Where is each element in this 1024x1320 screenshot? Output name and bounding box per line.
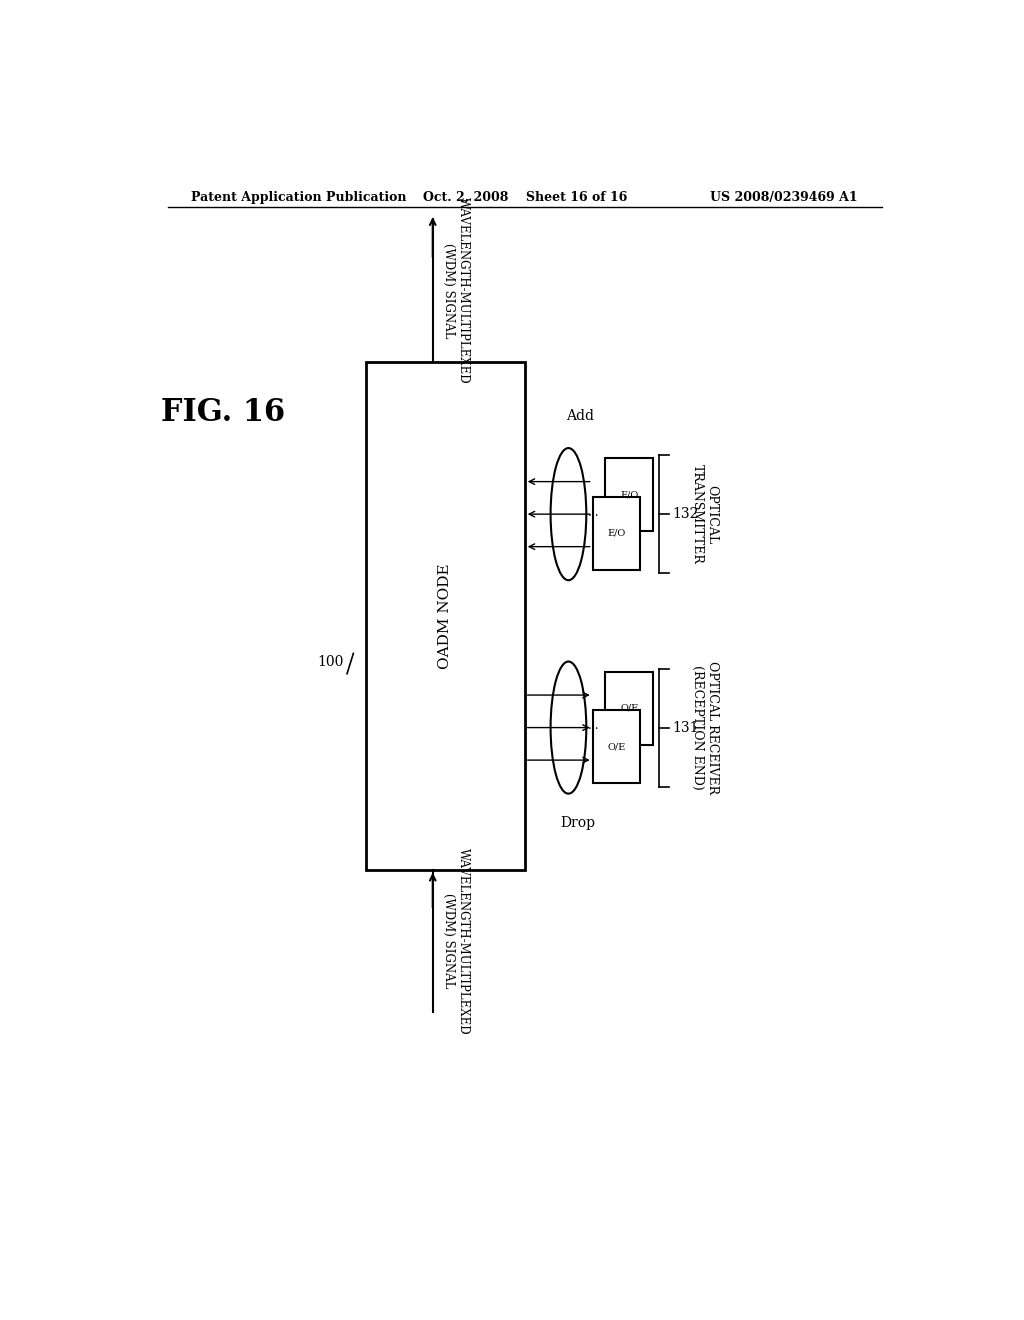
Text: ...: ... — [588, 719, 599, 733]
Text: ...: ... — [588, 506, 599, 519]
Text: 131: 131 — [673, 721, 699, 735]
Text: WAVELENGTH-MULTIPLEXED
(WDM) SIGNAL: WAVELENGTH-MULTIPLEXED (WDM) SIGNAL — [442, 847, 470, 1035]
Bar — [593, 710, 640, 784]
Bar — [367, 362, 524, 870]
Ellipse shape — [551, 447, 587, 581]
Text: E/O: E/O — [621, 490, 638, 499]
Text: FIG. 16: FIG. 16 — [161, 397, 286, 428]
Text: OPTICAL RECEIVER
(RECEPTION END): OPTICAL RECEIVER (RECEPTION END) — [690, 661, 719, 795]
Bar — [605, 458, 653, 532]
Text: WAVELENGTH-MULTIPLEXED
(WDM) SIGNAL: WAVELENGTH-MULTIPLEXED (WDM) SIGNAL — [442, 197, 470, 384]
Text: US 2008/0239469 A1: US 2008/0239469 A1 — [711, 190, 858, 203]
Text: OADM NODE: OADM NODE — [438, 562, 453, 669]
Bar — [593, 496, 640, 570]
Text: OPTICAL
TRANSMITTER: OPTICAL TRANSMITTER — [690, 465, 719, 564]
Bar — [605, 672, 653, 744]
Text: Add: Add — [566, 409, 594, 422]
Text: O/E: O/E — [621, 704, 638, 713]
Text: 132: 132 — [673, 507, 699, 521]
Text: Oct. 2, 2008    Sheet 16 of 16: Oct. 2, 2008 Sheet 16 of 16 — [423, 190, 627, 203]
Text: O/E: O/E — [607, 742, 626, 751]
Text: 100: 100 — [317, 655, 344, 668]
Text: Patent Application Publication: Patent Application Publication — [191, 190, 407, 203]
Text: E/O: E/O — [607, 529, 626, 539]
Text: Drop: Drop — [560, 816, 596, 830]
Ellipse shape — [551, 661, 587, 793]
